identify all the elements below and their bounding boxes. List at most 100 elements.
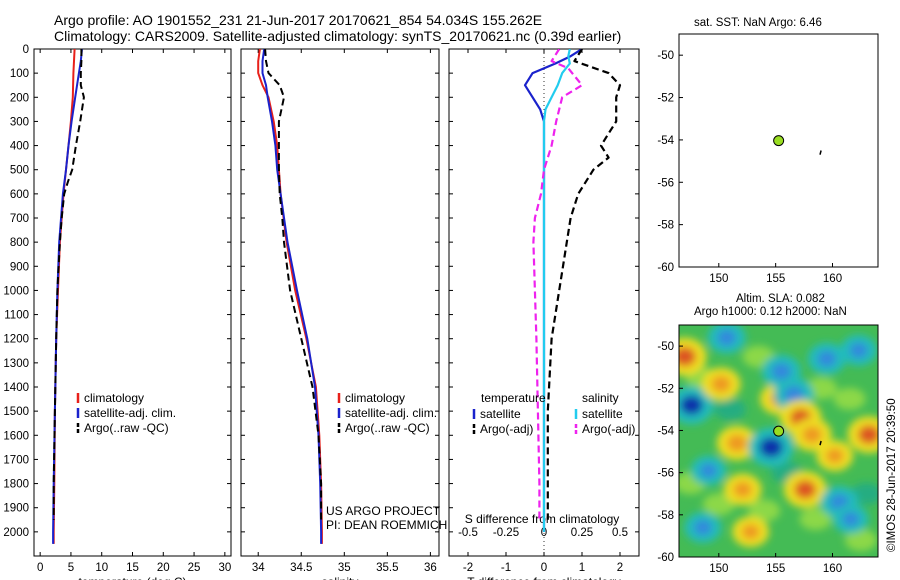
depth-ytick-label: 700 [10, 213, 29, 225]
depth-ytick-label: 1500 [3, 406, 29, 418]
depth-ytick-label: 0 [23, 44, 29, 56]
sst-lat-tick-label: -52 [657, 93, 674, 105]
temperature-xtick-label: 0 [37, 562, 43, 574]
sst-map-frame [678, 33, 879, 268]
depth-ytick-label: 1000 [3, 285, 29, 297]
temperature-legend-entry-label: satellite [480, 407, 521, 421]
sla-heatmap-field [679, 325, 878, 552]
sla-lat-tick-label: -50 [657, 341, 674, 353]
depth-ytick-label: 100 [10, 68, 29, 80]
salinity-legend-entry-label: climatology [345, 391, 405, 405]
salinity-legend-entry-label: Argo(-adj) [582, 422, 635, 436]
sla-map-title-line2: Argo h1000: 0.12 h2000: NaN [694, 306, 847, 318]
sla-lat-tick-label: -58 [657, 510, 674, 522]
sst-lat-tick-label: -56 [657, 177, 674, 189]
sla-lat-tick-label: -56 [657, 468, 674, 480]
salinity-xtick-label: 34.5 [290, 562, 312, 574]
difference-panel: -2 -1 0 1 2-0.5 -0.25 0 0.25 0.5S difference fro… [448, 48, 640, 580]
header-line2: Climatology: CARS2009. Satellite-adjuste… [54, 28, 622, 44]
legend-title-salinity: salinity [582, 391, 619, 405]
sla-anomaly-core [826, 448, 844, 464]
sla-map-panel: 150 155 160 -50 -52 -54 -56 -58 -60 [657, 324, 879, 575]
sst-lat-tick-label: -54 [657, 135, 674, 147]
project-line2: PI: DEAN ROEMMICH [326, 518, 448, 532]
sla-texture-blob [702, 493, 735, 516]
sla-anomaly-core [849, 342, 868, 358]
salinity-legend-entry-label: Argo(..raw -QC) [345, 421, 430, 435]
salinity-series-line [264, 49, 323, 520]
temperature-difference-line [523, 49, 583, 532]
salinity-legend-entry-label: satellite [582, 407, 623, 421]
depth-ytick-label: 1900 [3, 503, 29, 515]
sst-map-title: sat. SST: NaN Argo: 6.46 [694, 17, 822, 29]
project-line1: US ARGO PROJECT [326, 504, 441, 518]
sla-argo-position-marker [773, 425, 785, 437]
temperature-legend-entry-label: Argo(-adj) [480, 422, 533, 436]
depth-ytick-label: 200 [10, 92, 29, 104]
header-line1: Argo profile: AO 1901552_231 21-Jun-2017… [54, 12, 543, 28]
sla-anomaly-core [759, 437, 783, 458]
sla-texture-blob [714, 398, 747, 421]
depth-ytick-label: 2000 [3, 527, 29, 539]
sla-texture-blob [748, 499, 781, 522]
sla-anomaly-core [727, 434, 747, 452]
sdiff-tick-label: -0.5 [458, 527, 478, 539]
sst-map-panel: 150 155 160 -50 -52 -54 -56 -58 -60 [657, 33, 879, 285]
depth-ytick-label: 1800 [3, 479, 29, 491]
sdiff-tick-label: 0.5 [612, 527, 628, 539]
sst-lon-tick-label: 155 [766, 273, 785, 285]
sla-anomaly-core [783, 386, 804, 404]
salinity-axis-label: salinity [322, 575, 359, 580]
sla-map-frame [678, 324, 879, 558]
temperature-plot-frame [33, 48, 232, 557]
sla-anomaly-core [711, 375, 731, 393]
sla-lat-tick-label: -54 [657, 425, 674, 437]
sla-texture-blob [799, 508, 832, 531]
depth-ytick-label: 1600 [3, 430, 29, 442]
tdiff-xtick-label: 1 [579, 562, 585, 574]
temperature-axis-label: temperature (deg C) [78, 575, 186, 580]
sla-anomaly-core [733, 481, 752, 498]
sla-float-track [819, 440, 822, 446]
salinity-legend-entry-label: satellite-adj. clim. [345, 406, 437, 420]
temperature-legend-entry-label: Argo(..raw -QC) [84, 421, 169, 435]
tdiff-xtick-label: -1 [501, 562, 511, 574]
temperature-series-line [52, 49, 85, 520]
sla-lat-tick-label: -60 [657, 552, 674, 564]
temperature-xtick-label: 20 [157, 562, 170, 574]
sla-anomaly-core [700, 463, 717, 478]
temperature-xtick-label: 30 [218, 562, 231, 574]
sst-lon-tick-label: 160 [823, 273, 842, 285]
depth-ytick-label: 400 [10, 141, 29, 153]
sla-texture-blob [844, 529, 877, 552]
temperature-panel: 0 5 10 15 20 25 300100200300400500600700800900… [3, 44, 232, 580]
sla-anomaly-core [794, 480, 817, 499]
depth-ytick-label: 600 [10, 189, 29, 201]
salinity-xtick-label: 35 [338, 562, 351, 574]
salinity-xtick-label: 36 [424, 562, 437, 574]
sla-lon-tick-label: 155 [766, 563, 785, 575]
sst-lat-tick-label: -58 [657, 220, 674, 232]
sla-anomaly-core [694, 520, 712, 535]
temperature-xtick-label: 25 [188, 562, 201, 574]
sla-lon-tick-label: 160 [823, 563, 842, 575]
temperature-difference-line [546, 49, 622, 520]
depth-ytick-label: 1100 [4, 310, 29, 322]
depth-ytick-label: 500 [10, 165, 29, 177]
salinity-xtick-label: 35.5 [376, 562, 398, 574]
salinity-series-line [257, 49, 323, 544]
sdiff-axis-label: S difference from climatology [465, 512, 620, 526]
sla-texture-blob [833, 387, 866, 410]
depth-ytick-label: 1200 [3, 334, 29, 346]
depth-ytick-label: 800 [10, 237, 29, 249]
salinity-difference-line [542, 49, 571, 532]
sla-anomaly-core [858, 425, 878, 444]
depth-ytick-label: 1700 [3, 454, 29, 466]
depth-ytick-label: 900 [10, 261, 29, 273]
sst-lat-tick-label: -50 [657, 50, 674, 62]
sla-anomaly-core [842, 511, 859, 527]
sla-map-title-line1: Altim. SLA: 0.082 [736, 293, 825, 305]
sla-anomaly-core [741, 524, 760, 540]
temperature-xtick-label: 15 [126, 562, 139, 574]
